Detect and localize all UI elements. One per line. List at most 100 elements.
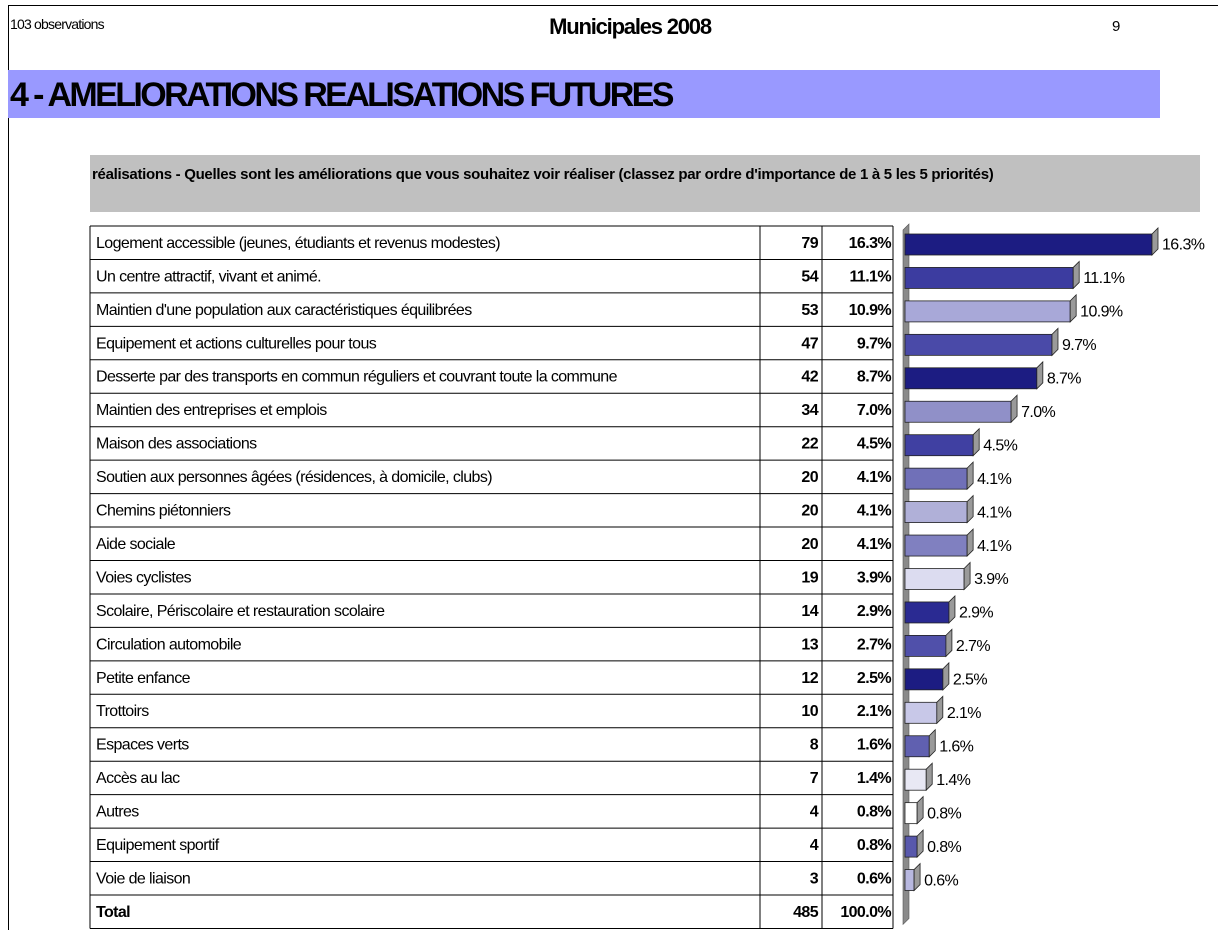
left-rule — [8, 5, 9, 930]
row-percent: 4.1% — [857, 469, 891, 486]
bar — [904, 601, 950, 624]
bar-side — [945, 628, 953, 658]
bar-label: 2.7% — [956, 638, 990, 655]
bar — [904, 400, 1012, 423]
bar-side — [1010, 394, 1018, 424]
row-label: Voies cyclistes — [96, 569, 192, 586]
row-label: Aide sociale — [96, 536, 176, 553]
row-count: 19 — [801, 569, 818, 586]
bar-side — [1072, 260, 1080, 290]
row-label: Soutien aux personnes âgées (résidences,… — [96, 469, 492, 486]
row-count: 54 — [801, 268, 818, 285]
bar-label: 8.7% — [1047, 371, 1081, 388]
bar — [904, 835, 918, 858]
question: réalisations - Quelles sont les améliora… — [90, 155, 1200, 212]
row-label: Espaces verts — [96, 737, 189, 754]
total-count: 485 — [793, 904, 819, 921]
row-label: Trottoirs — [96, 703, 149, 720]
row-percent: 0.8% — [857, 837, 891, 854]
bar — [904, 367, 1038, 390]
row-label: Scolaire, Périscolaire et restauration s… — [96, 603, 385, 620]
row-label: Logement accessible (jeunes, étudiants e… — [96, 235, 500, 252]
doc-title: Municipales 2008 — [549, 14, 712, 39]
bar — [904, 333, 1053, 356]
bar-label: 2.9% — [959, 605, 993, 622]
bar-label: 1.4% — [936, 772, 970, 789]
row-percent: 4.1% — [857, 536, 891, 553]
bar-side — [916, 795, 924, 825]
row-percent: 16.3% — [849, 235, 892, 252]
row-label: Autres — [96, 804, 139, 821]
row-count: 8 — [810, 737, 819, 754]
row-label: Desserte par des transports en commun ré… — [96, 369, 618, 386]
bar-side — [936, 695, 944, 725]
bar-label: 2.5% — [953, 672, 987, 689]
row-percent: 0.6% — [857, 870, 891, 887]
row-count: 20 — [801, 536, 818, 553]
row-count: 79 — [801, 235, 818, 252]
row-count: 12 — [801, 670, 818, 687]
bar-side — [963, 561, 971, 591]
bar-label: 2.1% — [947, 705, 981, 722]
row-count: 42 — [801, 369, 818, 386]
top-rule — [8, 5, 1218, 6]
row-count: 47 — [801, 335, 818, 352]
row-percent: 11.1% — [850, 268, 892, 285]
bar-label: 4.1% — [977, 471, 1011, 488]
row-percent: 1.6% — [857, 737, 891, 754]
bar-label: 11.1% — [1083, 270, 1125, 287]
bar — [904, 701, 938, 724]
row-count: 4 — [810, 837, 819, 854]
row-count: 10 — [801, 703, 818, 720]
bar-side — [966, 461, 974, 491]
row-percent: 8.7% — [857, 369, 891, 386]
bar-label: 16.3% — [1162, 237, 1205, 254]
bar-label: 7.0% — [1021, 404, 1055, 421]
bar — [904, 735, 930, 758]
bar-label: 4.1% — [977, 538, 1011, 555]
row-label: Maintien d'une population aux caractéris… — [96, 302, 472, 319]
bar — [904, 768, 927, 791]
row-count: 53 — [801, 302, 818, 319]
bar — [904, 668, 944, 691]
bar — [904, 233, 1153, 256]
bar-side — [948, 594, 956, 624]
row-label: Un centre attractif, vivant et animé. — [96, 268, 321, 285]
bar — [904, 501, 968, 524]
bar-label: 0.6% — [924, 872, 958, 889]
bar-side — [916, 829, 924, 859]
row-percent: 10.9% — [849, 302, 892, 319]
bar-label: 4.1% — [977, 504, 1011, 521]
row-percent: 2.7% — [857, 636, 891, 653]
row-percent: 2.1% — [857, 703, 891, 720]
row-percent: 0.8% — [857, 804, 891, 821]
total-percent: 100.0% — [840, 904, 891, 921]
bar-label: 3.9% — [974, 571, 1008, 588]
row-label: Maison des associations — [96, 436, 257, 453]
row-percent: 3.9% — [857, 569, 891, 586]
row-count: 13 — [801, 636, 818, 653]
row-percent: 9.7% — [857, 335, 891, 352]
row-label: Chemins piétonniers — [96, 503, 231, 520]
row-count: 22 — [801, 436, 818, 453]
row-percent: 7.0% — [857, 402, 891, 419]
bar — [904, 568, 965, 590]
bar — [904, 635, 947, 657]
bar-label: 0.8% — [927, 839, 961, 856]
bar-side — [1069, 293, 1077, 323]
bar — [904, 300, 1071, 323]
bar-label: 1.6% — [939, 738, 973, 755]
row-label: Accès au lac — [96, 770, 180, 787]
row-count: 4 — [810, 804, 819, 821]
row-percent: 1.4% — [857, 770, 891, 787]
section-title: 4 - AMELIORATIONS REALISATIONS FUTURES — [8, 70, 1160, 118]
bar-side — [925, 762, 933, 792]
bar-side — [966, 528, 974, 558]
bar-side — [942, 661, 950, 691]
bar — [904, 267, 1074, 289]
observations: 103 observations — [10, 16, 105, 32]
bar-label: 4.5% — [983, 437, 1017, 454]
total-label: Total — [96, 904, 130, 921]
bar-side — [972, 427, 980, 457]
row-count: 20 — [801, 469, 818, 486]
